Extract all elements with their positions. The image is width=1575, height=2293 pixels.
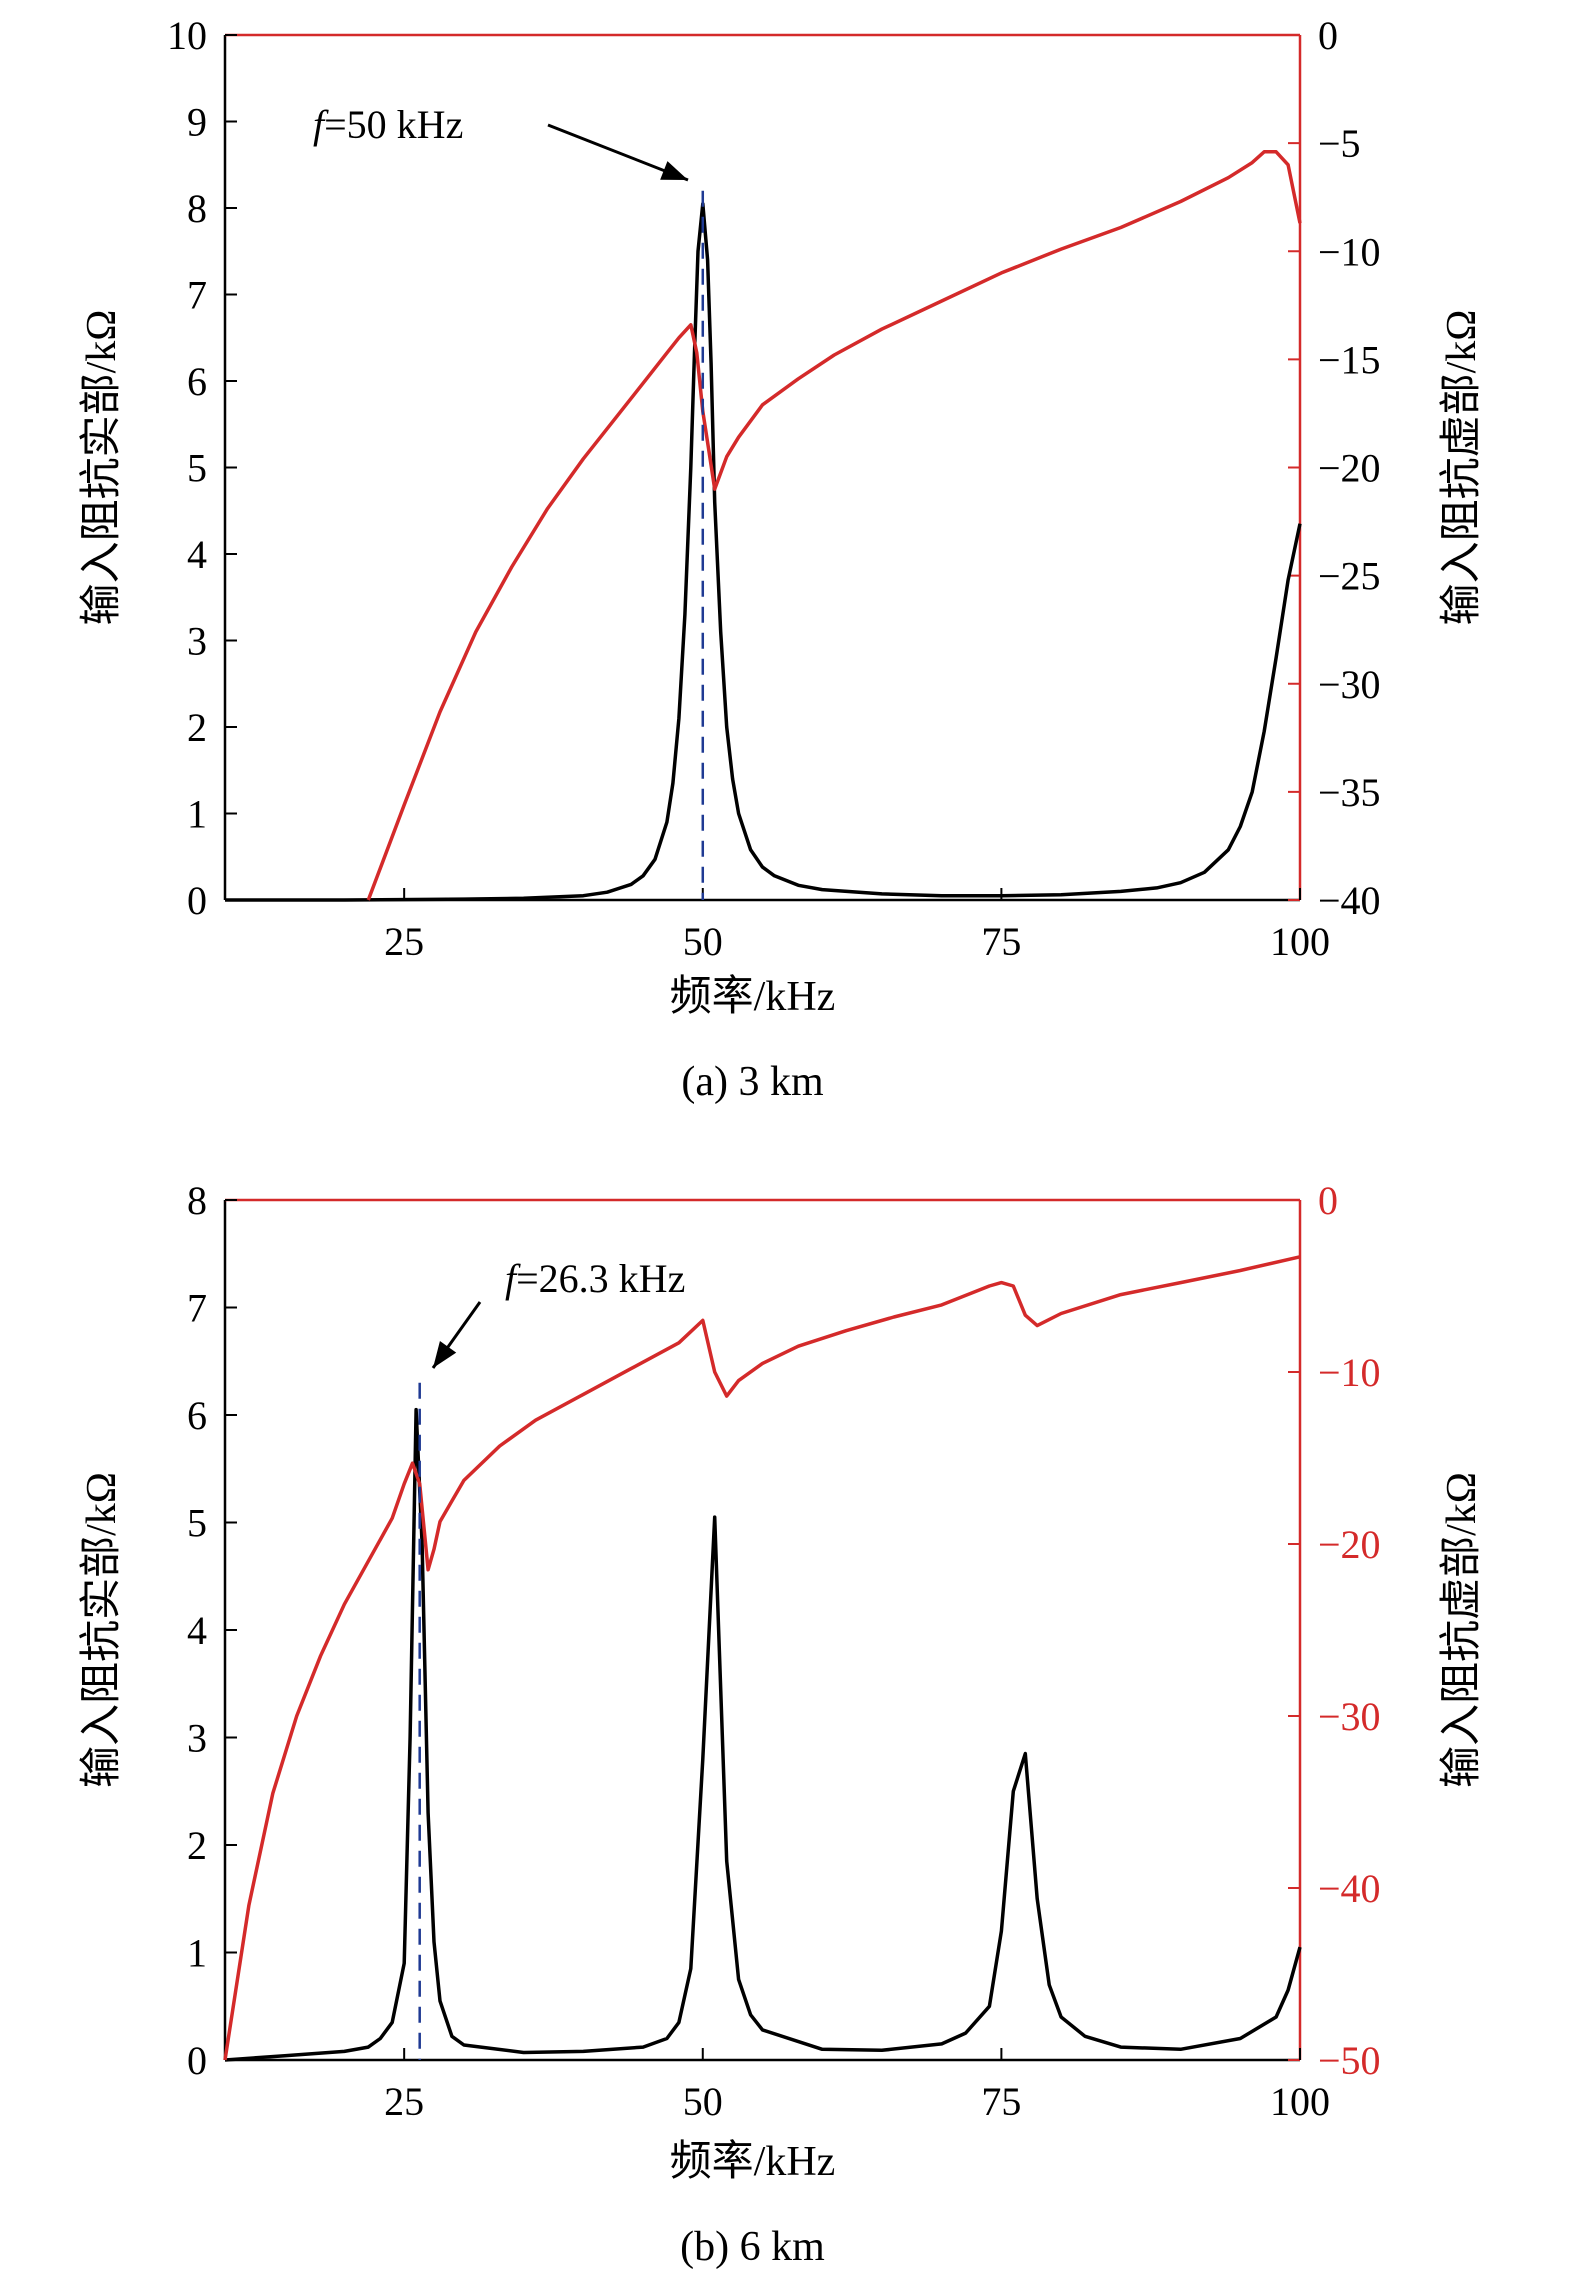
panel-b-left-tick-label: 1 [187,1931,207,1976]
chart-panel-b: 0 1 2 3 4 5 6 7 8 −50 −40 −30 −20 −10 0 25 50 75 100 频率/kHz… [78,1178,1485,2270]
panel-b-annotation-arrowhead [433,1341,457,1368]
panel-b-left-tick-label: 0 [187,2038,207,2083]
panel-b-x-tick-label: 100 [1270,2079,1330,2124]
panel-a-x-axis-label: 频率/kHz [670,973,836,1020]
panel-a-left-tick-label: 7 [187,273,207,318]
panel-b-right-tick-label: 0 [1318,1178,1338,1223]
panel-b-left-axis-label: 输入阻抗实部/kΩ [78,1472,125,1788]
panel-a-left-tick-label: 6 [187,359,207,404]
panel-b-left-tick-label: 8 [187,1178,207,1223]
panel-b-caption: (b) 6 km [680,2224,825,2270]
panel-a-left-tick-label: 3 [187,619,207,664]
panel-a-left-tick-label: 0 [187,878,207,923]
panel-b-right-tick-label: −10 [1318,1350,1381,1395]
panel-a-left-tick-label: 2 [187,705,207,750]
panel-a-imag-part-line [366,150,1302,901]
panel-a-right-tick-label: −20 [1318,446,1381,491]
panel-a-left-tick-label: 10 [167,13,207,58]
panel-a-left-tick-label: 1 [187,792,207,837]
panel-a-left-axis-label: 输入阻抗实部/kΩ [78,310,125,626]
panel-a-right-axis-label: 输入阻抗虚部/kΩ [1438,310,1485,626]
panel-b-right-tick-label: −50 [1318,2038,1381,2083]
panel-a-annotation: f=50 kHz [313,102,463,147]
panel-a-right-tick-label: −10 [1318,229,1381,274]
panel-a-x-tick-label: 50 [683,919,723,964]
panel-a-right-tick-label: −35 [1318,770,1381,815]
panel-a-caption: (a) 3 km [681,1059,824,1105]
chart-panel-a: 0 1 2 3 4 5 6 7 8 9 10 −40 −35 −30 −25 −20 −15 −10 −5 0 25 50… [78,13,1485,1105]
panel-a-right-tick-label: −30 [1318,662,1381,707]
panel-a-left-tick-label: 4 [187,532,207,577]
panel-a-right-tick-label: 0 [1318,13,1338,58]
panel-b-left-tick-label: 5 [187,1501,207,1546]
panel-a-x-tick-label: 100 [1270,919,1330,964]
panel-b-left-tick-label: 2 [187,1823,207,1868]
panel-b-annotation: f=26.3 kHz [505,1256,685,1301]
panel-a-x-tick-label: 75 [981,919,1021,964]
panel-a-right-tick-label: −40 [1318,878,1381,923]
panel-b-right-tick-label: −30 [1318,1694,1381,1739]
panel-a-real-part-line [225,201,1302,902]
panel-b-left-tick-label: 3 [187,1716,207,1761]
panel-b-x-tick-label: 50 [683,2079,723,2124]
panel-b-left-tick-label: 7 [187,1286,207,1331]
panel-a-annotation-arrowhead [660,161,688,180]
panel-b-x-tick-label: 25 [384,2079,424,2124]
panel-a-left-tick-label: 5 [187,446,207,491]
panel-b-left-tick-label: 4 [187,1608,207,1653]
panel-b-imag-part-line [223,1255,1301,2061]
panel-b-right-axis-label: 输入阻抗虚部/kΩ [1438,1472,1485,1788]
panel-b-right-tick-label: −20 [1318,1522,1381,1567]
panel-b-real-part-line [224,1407,1302,2062]
panel-a-right-tick-label: −25 [1318,554,1381,599]
panel-a-left-tick-label: 9 [187,100,207,145]
panel-a-x-tick-label: 25 [384,919,424,964]
panel-a-right-tick-label: −5 [1318,121,1361,166]
panel-b-right-tick-label: −40 [1318,1866,1381,1911]
panel-b-x-tick-label: 75 [981,2079,1021,2124]
panel-b-left-tick-label: 6 [187,1393,207,1438]
panel-a-right-tick-label: −15 [1318,337,1381,382]
panel-b-x-axis-label: 频率/kHz [670,2138,836,2185]
panel-a-left-tick-label: 8 [187,186,207,231]
